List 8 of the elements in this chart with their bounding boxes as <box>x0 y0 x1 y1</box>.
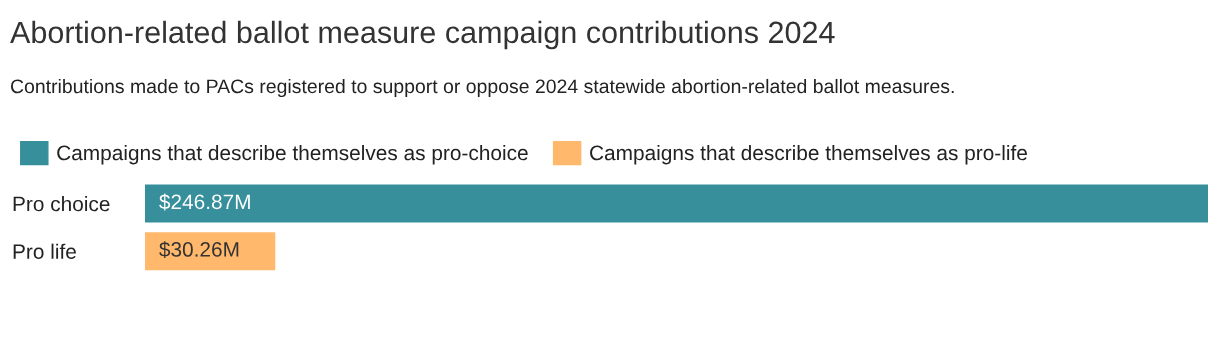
chart-subtitle: Contributions made to PACs registered to support or oppose 2024 statewide abortion-related ballot measures. <box>10 78 954 98</box>
chart-title: Abortion-related ballot measure campaign contributions 2024 <box>10 20 835 50</box>
y-tick-label: Pro choice <box>13 196 110 212</box>
y-tick-label: Pro life <box>13 243 76 259</box>
legend-label: Campaigns that describe themselves as pro-choice <box>57 144 528 165</box>
data-label: $30.26M <box>159 241 239 259</box>
legend-label: Campaigns that describe themselves as pro-life <box>590 144 1027 165</box>
data-label: $246.87M <box>159 193 250 211</box>
